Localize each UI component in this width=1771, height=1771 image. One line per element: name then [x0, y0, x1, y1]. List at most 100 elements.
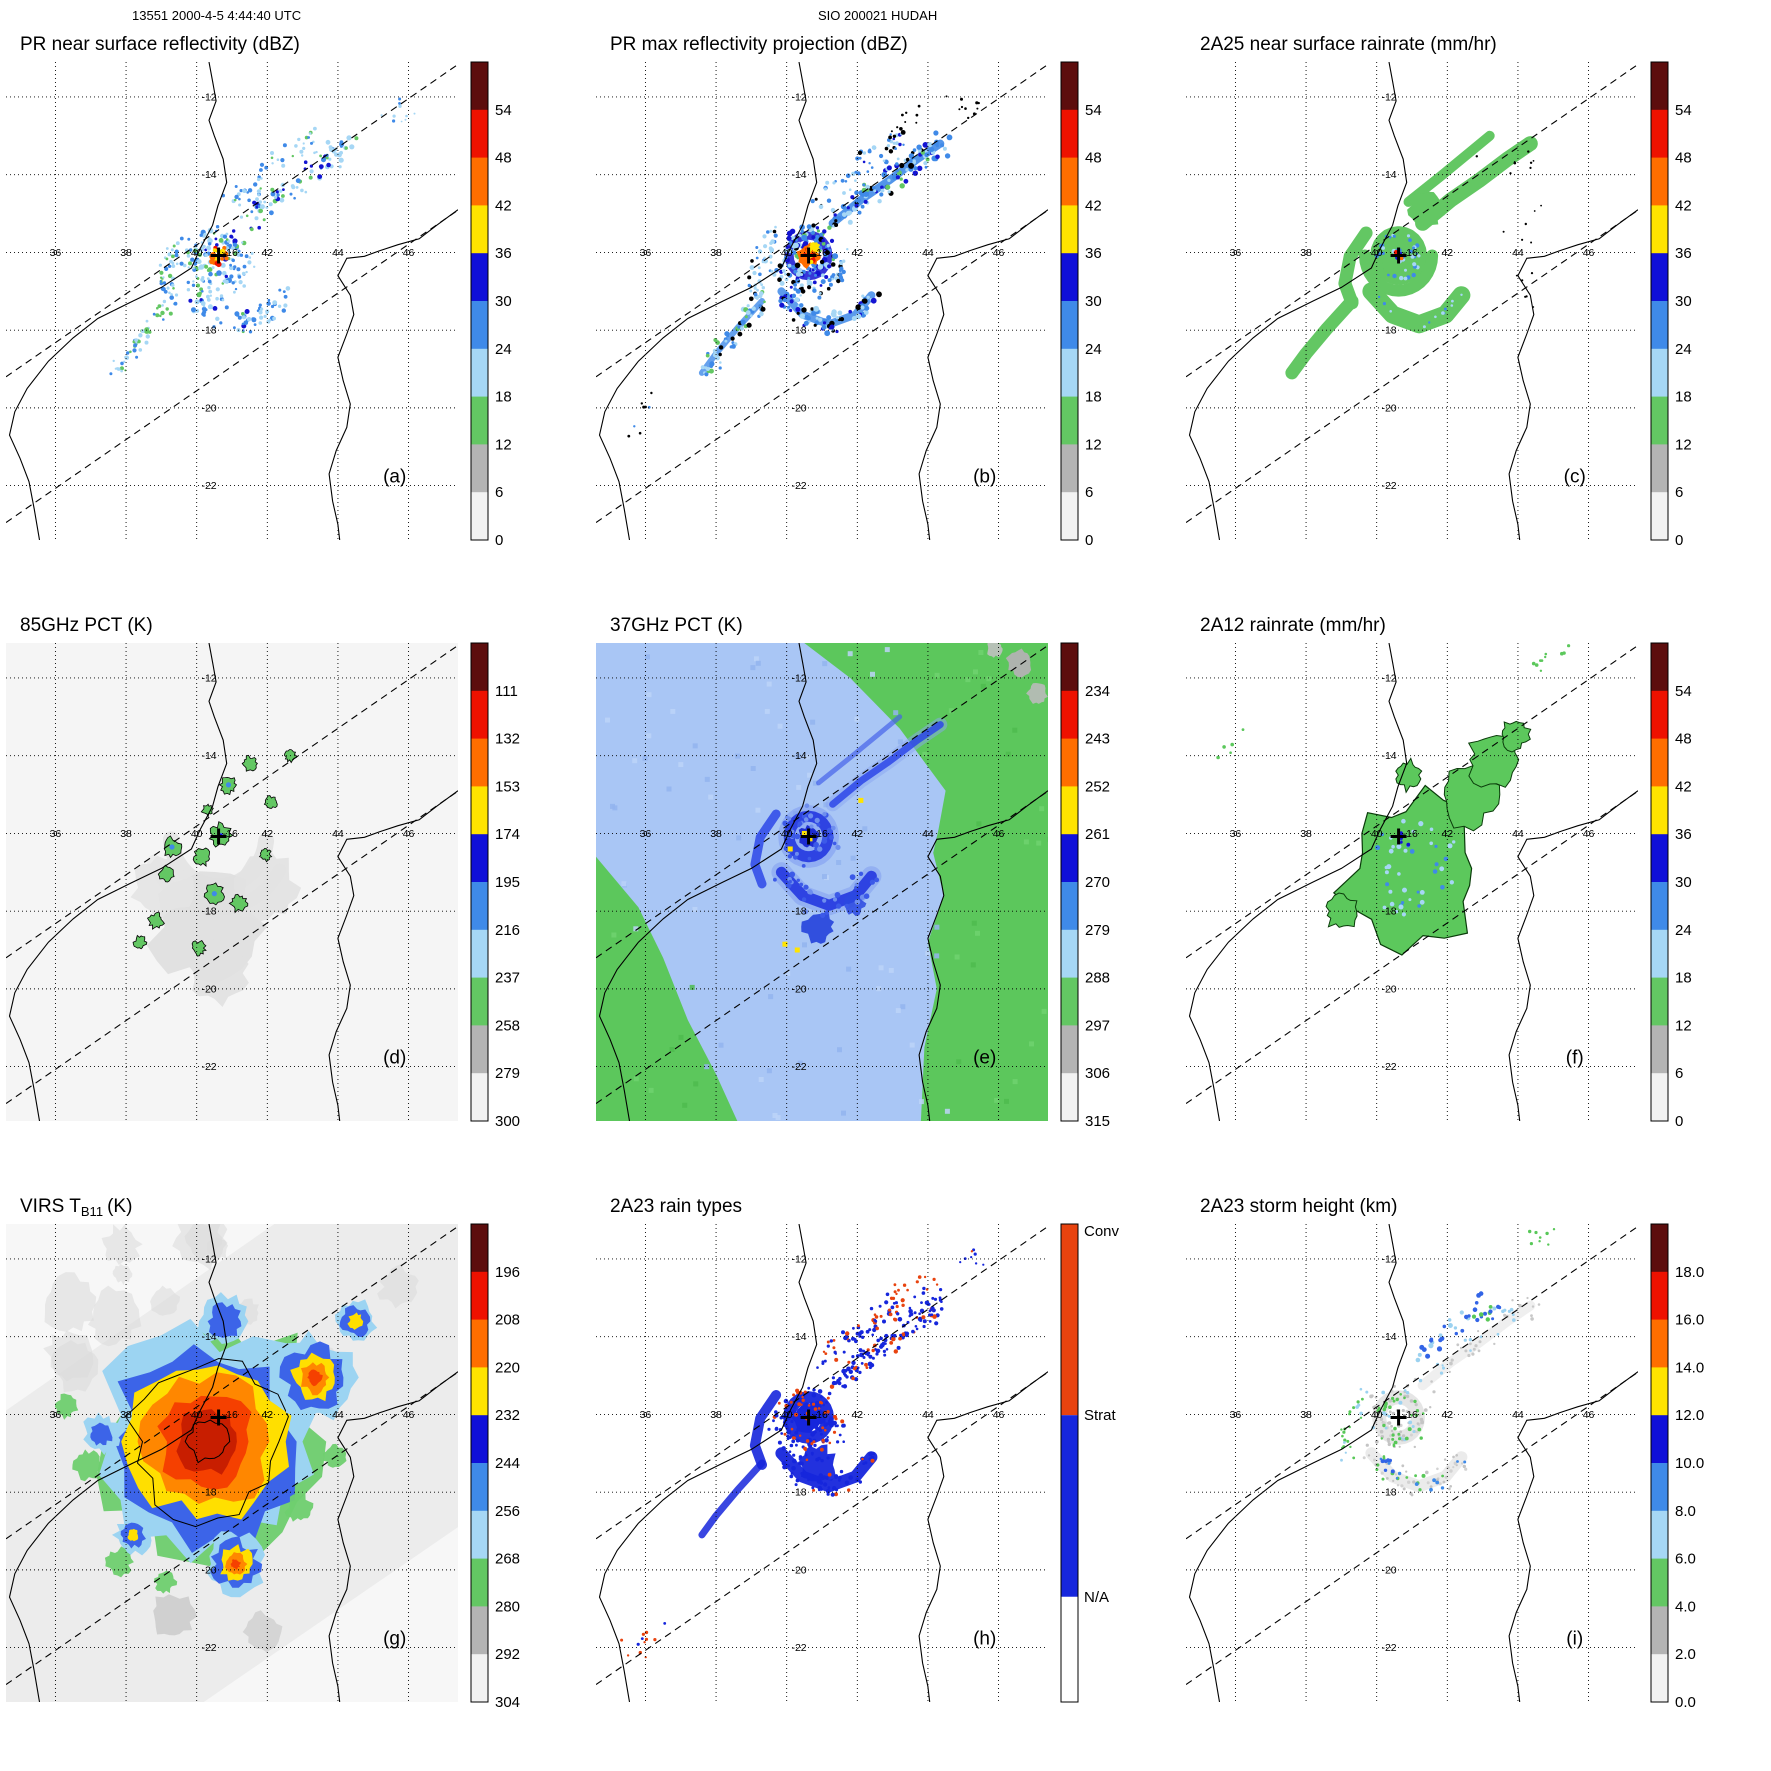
map-data-layer — [627, 95, 980, 438]
lon-tick-label: 38 — [1300, 828, 1312, 840]
colorbar-segment — [1651, 301, 1668, 350]
colorbar-segment — [471, 253, 488, 302]
lat-tick-label: -12 — [1381, 1253, 1396, 1265]
colorbar-tick-label: 300 — [495, 1113, 520, 1130]
colorbar-tick-label: 48 — [495, 150, 512, 167]
lat-tick-label: -14 — [201, 1331, 216, 1343]
panel-letter: (g) — [383, 1629, 406, 1650]
lat-tick-label: -18 — [1381, 1487, 1396, 1499]
map-overlay — [1186, 1224, 1638, 1702]
colorbar-tick-label: 153 — [495, 778, 520, 795]
colorbar-tick-label: 42 — [1675, 197, 1692, 214]
lon-tick-label: 46 — [1583, 247, 1595, 259]
coastline-madagascar — [328, 1371, 458, 1702]
storm-center-marker — [210, 247, 227, 264]
colorbar-segment — [471, 643, 488, 692]
colorbar-segment — [1651, 834, 1668, 883]
colorbar-tick-label: 232 — [495, 1407, 520, 1424]
colorbar-segment — [1651, 1463, 1668, 1512]
lat-tick-label: -12 — [791, 91, 806, 103]
storm-center-marker — [210, 1409, 227, 1426]
lon-tick-label: 40 — [781, 828, 793, 840]
colorbar-segment — [471, 1654, 488, 1703]
colorbar-segment — [471, 1463, 488, 1512]
colorbar-tick-label: 279 — [495, 1065, 520, 1082]
swath-edge-line — [596, 63, 1048, 378]
lat-tick-label: -14 — [1381, 750, 1396, 762]
colorbar-segment — [1651, 977, 1668, 1026]
panel-e-figure: 37GHz PCT (K) 36 38 40 42 44 46 -12 -14 -16 -18 -20… — [596, 615, 1110, 1130]
colorbar-tick-label: 24 — [495, 341, 512, 358]
colorbar-segment — [1651, 1224, 1668, 1273]
colorbar-segment — [1061, 396, 1078, 445]
coastline-africa — [1188, 1224, 1408, 1702]
lat-tick-label: -12 — [1381, 672, 1396, 684]
panel-i-container: 2A23 storm height (km) 36 38 40 42 44 46 -12 -14… — [1180, 1188, 1770, 1769]
panel-letter: (b) — [973, 467, 996, 488]
swath-edge-line — [596, 209, 1048, 523]
colorbar-segment — [471, 205, 488, 254]
lat-tick-label: -20 — [791, 402, 806, 414]
lon-tick-label: 38 — [120, 247, 132, 259]
storm-center-marker — [800, 1409, 817, 1426]
colorbar-tick-label: 220 — [495, 1359, 520, 1376]
lat-tick-label: -22 — [791, 1061, 806, 1073]
lon-tick-label: 46 — [403, 1409, 415, 1421]
colorbar-segment — [471, 834, 488, 883]
swath-edge-line — [1186, 1371, 1638, 1685]
colorbar-tick-label: 30 — [1085, 293, 1102, 310]
colorbar-tick-label: 12 — [1675, 1017, 1692, 1034]
panel-e-container: 37GHz PCT (K) 36 38 40 42 44 46 -12 -14 -16 -18 -20… — [590, 607, 1180, 1188]
lat-tick-label: -20 — [201, 983, 216, 995]
colorbar-tick-label: 18 — [1675, 970, 1692, 987]
colorbar-tick-label: 12 — [1085, 436, 1102, 453]
lat-tick-label: -18 — [1381, 325, 1396, 337]
colorbar-tick-label: 48 — [1085, 150, 1102, 167]
swath-edge-line — [6, 790, 458, 1104]
lon-tick-label: 42 — [261, 1409, 273, 1421]
colorbar-segment — [471, 1224, 488, 1273]
lat-tick-label: -12 — [1381, 91, 1396, 103]
colorbar: Conv Strat N/A — [1060, 1223, 1120, 1703]
lon-tick-label: 40 — [781, 1409, 793, 1421]
lon-tick-label: 36 — [1230, 828, 1242, 840]
lon-tick-label: 46 — [403, 247, 415, 259]
lat-tick-label: -18 — [791, 906, 806, 918]
colorbar-segment — [1651, 643, 1668, 692]
colorbar-tick-label: 18 — [495, 389, 512, 406]
colorbar: 18.0 16.0 14.0 12.0 10.0 8.0 6.0 4.0 2.0 0.0 — [1650, 1223, 1704, 1711]
panel-g-container: VIRS TB11 (K) 36 38 40 42 44 46 -12 -14 -16 -18 -20 -… — [0, 1188, 590, 1769]
colorbar-tick-label: 6.0 — [1675, 1551, 1696, 1568]
lat-tick-label: -14 — [201, 750, 216, 762]
coastline-africa — [598, 62, 818, 540]
colorbar-tick-label: 279 — [1085, 922, 1110, 939]
storm-center-marker — [1390, 1409, 1407, 1426]
colorbar-tick-label: 0 — [1085, 532, 1093, 549]
colorbar-tick-label: 48 — [1675, 150, 1692, 167]
colorbar-tick-label: 54 — [1675, 683, 1692, 700]
colorbar-tick-label: 8.0 — [1675, 1503, 1696, 1520]
map-data-layer — [1216, 644, 1571, 956]
panel-g-figure: VIRS TB11 (K) 36 38 40 42 44 46 -12 -14 -16 -18 -20 -… — [6, 1196, 520, 1711]
colorbar-segment — [1061, 882, 1078, 931]
colorbar-tick-label: 12.0 — [1675, 1407, 1704, 1424]
lat-tick-label: -16 — [1403, 1409, 1418, 1421]
colorbar-segment — [1061, 62, 1078, 111]
figure-storm-id: SIO 200021 HUDAH — [818, 8, 938, 23]
swath-edge-line — [1186, 209, 1638, 523]
panel-letter: (e) — [973, 1048, 996, 1069]
lon-tick-label: 42 — [261, 247, 273, 259]
lat-tick-label: -20 — [791, 983, 806, 995]
colorbar-tick-label: 12 — [1675, 436, 1692, 453]
lat-tick-label: -14 — [1381, 1331, 1396, 1343]
lon-tick-label: 46 — [1583, 828, 1595, 840]
colorbar-tick-label: 36 — [495, 245, 512, 262]
lat-tick-label: -12 — [201, 672, 216, 684]
map-overlay — [596, 62, 1048, 540]
colorbar-tick-label: 2.0 — [1675, 1646, 1696, 1663]
colorbar-tick-label: 30 — [1675, 293, 1692, 310]
colorbar-tick-label: 256 — [495, 1503, 520, 1520]
coastline-africa — [598, 643, 818, 1121]
colorbar-tick-label: 30 — [495, 293, 512, 310]
colorbar-tick-label: 261 — [1085, 826, 1110, 843]
